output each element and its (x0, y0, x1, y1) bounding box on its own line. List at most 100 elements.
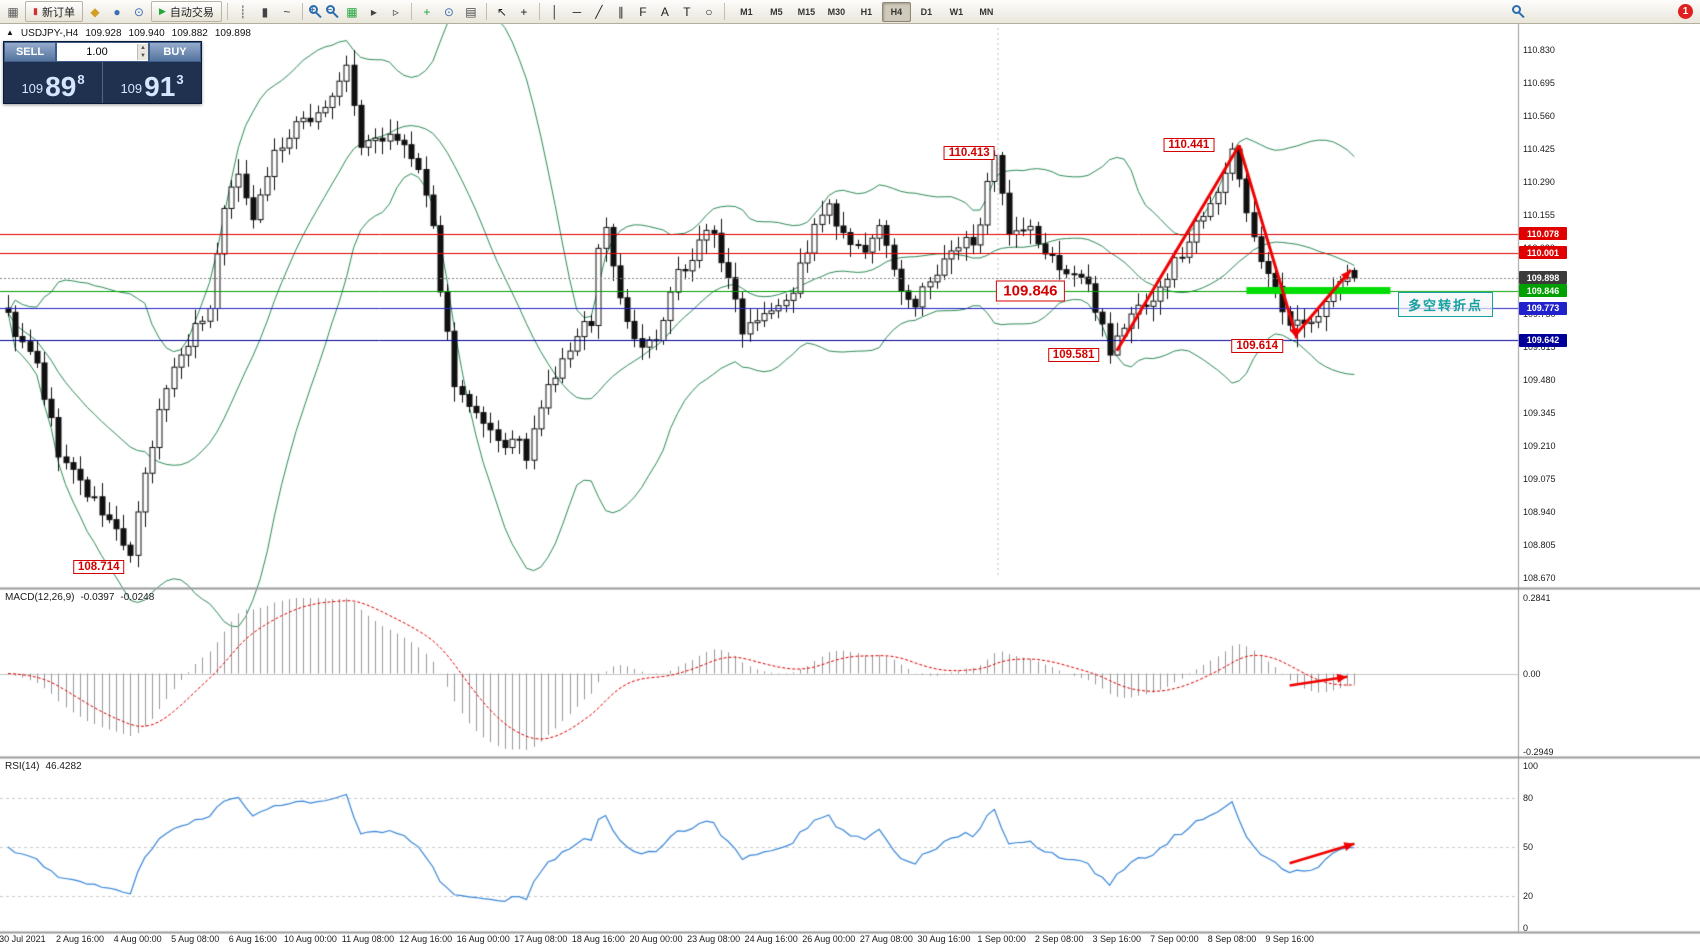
price-annotation[interactable]: 110.413 (943, 145, 995, 160)
zoom-out-icon-tail (332, 11, 339, 19)
toolbar-separator (723, 3, 725, 20)
auto-trading-button[interactable]: ▶ 自动交易 (150, 1, 222, 22)
auto-scroll-icon[interactable]: ▸ (370, 4, 377, 19)
channel-icon[interactable]: ∥ (617, 4, 624, 19)
zoom-out-icon[interactable]: − (325, 4, 340, 19)
timeframe-button-mn[interactable]: MN (979, 6, 994, 17)
volume-up-icon[interactable]: ▲ (137, 44, 148, 52)
label-icon[interactable]: T (683, 4, 691, 19)
timeframe-button-m15[interactable]: M15 (797, 6, 816, 17)
new-chart-icon[interactable]: ▦ (7, 4, 19, 19)
toolbar-separator (485, 3, 487, 20)
price-axis-label: 108.805 (1523, 540, 1556, 550)
profiles-icon[interactable]: ● (113, 4, 121, 19)
symbol-info: ▲ USDJPY-,H4 109.928 109.940 109.882 109… (6, 28, 251, 39)
history-center-icon[interactable]: ⊙ (133, 4, 144, 19)
time-axis-label: 18 Aug 16:00 (571, 934, 625, 944)
horizontal-line-icon[interactable]: ─ (572, 4, 582, 19)
rsi-axis-label: 80 (1523, 793, 1534, 804)
notification-badge[interactable]: 1 (1678, 4, 1693, 19)
price-axis-label: 109.075 (1523, 474, 1556, 484)
time-axis-label: 7 Sep 00:00 (1150, 934, 1199, 944)
time-axis-label: 2 Sep 08:00 (1034, 934, 1084, 944)
price-annotation[interactable]: 108.714 (72, 559, 125, 574)
price-axis-label: 109.615 (1523, 342, 1556, 352)
price-annotation[interactable]: 110.441 (1163, 138, 1215, 153)
toolbar-separator (538, 3, 540, 20)
price-annotation[interactable]: 109.581 (1047, 348, 1100, 363)
time-axis-label: 12 Aug 16:00 (399, 934, 453, 944)
price-annotation[interactable]: 109.614 (1231, 338, 1283, 353)
timeframe-button-m5[interactable]: M5 (770, 6, 783, 17)
price-axis-label: 110.425 (1523, 144, 1555, 154)
zoom-in-icon-ring (308, 5, 318, 14)
timeframe-toolbar: M1 M5 M15 M30 H1 H4 D1 W1 MN (732, 1, 1001, 22)
auto-trading-button-icon: ▶ (158, 6, 166, 16)
toolbar-separator (410, 3, 412, 20)
volume-field: ▲ ▼ (56, 42, 149, 62)
text-icon[interactable]: A (660, 4, 669, 19)
price-axis-label: 108.940 (1523, 507, 1556, 517)
timeframe-button-h1[interactable]: H1 (860, 6, 873, 17)
zoom-in-icon-tail (315, 11, 322, 19)
price-axis-label: 109.210 (1523, 441, 1556, 451)
diamond-icon[interactable]: ◆ (90, 4, 100, 19)
timeframe-button-m1[interactable]: M1 (740, 6, 753, 17)
ohlc-close: 109.898 (214, 28, 251, 39)
indicators-icon[interactable]: + (423, 4, 431, 19)
price-axis-label: 109.345 (1523, 408, 1556, 418)
vertical-line-icon[interactable]: │ (551, 4, 559, 19)
zoom-out-icon-ring (325, 5, 335, 14)
price-axis-label: 110.155 (1523, 210, 1555, 220)
volume-input[interactable] (57, 45, 137, 59)
main-toolbar: ▦ ▮ 新订单 ◆ ● ⊙ ▶ 自动交易 ┊ ▮ ~ + − ▦ ▸ ▹ + ⊙ ▤ ↖ + │ ─ ╱ ∥ F A T ○ M1 M5 M1… (0, 0, 1700, 24)
time-axis-label: 2 Aug 16:00 (55, 934, 105, 944)
line-chart-icon[interactable]: ~ (283, 4, 291, 19)
trendline-icon[interactable]: ╱ (595, 4, 603, 19)
price-axis-tag: 110.001 (1519, 246, 1567, 260)
price-axis-tag: 109.898 (1519, 271, 1567, 285)
new-order-button-icon: ▮ (33, 6, 38, 16)
price-axis-tag: 109.846 (1519, 284, 1567, 298)
new-order-button-label: 新订单 (41, 6, 75, 19)
price-axis-label: 109.480 (1523, 375, 1556, 385)
candlestick-chart-icon[interactable]: ▮ (261, 4, 269, 19)
turning-point-label[interactable]: 多空转折点 (1398, 292, 1494, 318)
rsi-axis-label: 50 (1523, 842, 1534, 852)
time-axis-label: 9 Sep 16:00 (1265, 934, 1314, 944)
zoom-in-icon[interactable]: + (308, 4, 323, 19)
buy-button[interactable]: BUY (149, 42, 201, 62)
time-axis-label: 23 Aug 08:00 (687, 934, 741, 944)
search-icon-ring (1512, 5, 1521, 14)
search-icon[interactable] (1511, 4, 1526, 19)
ohlc-high: 109.940 (128, 28, 165, 39)
time-axis-label: 6 Aug 16:00 (228, 934, 277, 944)
grid-icon[interactable]: ▦ (346, 4, 358, 19)
timeframe-button-h4[interactable]: H4 (881, 1, 911, 22)
sell-button[interactable]: SELL (4, 42, 56, 62)
volume-down-icon[interactable]: ▼ (137, 52, 148, 60)
symbol-name: USDJPY-,H4 (20, 28, 79, 39)
time-axis-label: 4 Aug 00:00 (113, 934, 162, 944)
timeframe-button-d1[interactable]: D1 (920, 6, 933, 17)
periods-icon[interactable]: ⊙ (443, 4, 454, 19)
time-axis-label: 17 Aug 08:00 (514, 934, 568, 944)
shapes-icon[interactable]: ○ (705, 4, 713, 19)
time-axis-label: 8 Sep 08:00 (1207, 934, 1257, 944)
price-annotation[interactable]: 109.846 (996, 280, 1065, 302)
bar-chart-icon[interactable]: ┊ (239, 4, 247, 19)
cursor-icon[interactable]: ↖ (496, 4, 507, 19)
timeframe-button-m30[interactable]: M30 (827, 6, 846, 17)
crosshair-icon[interactable]: + (520, 4, 528, 19)
auto-trading-button-label: 自动交易 (169, 6, 214, 19)
chart-shift-icon[interactable]: ▹ (392, 4, 399, 19)
fibonacci-icon[interactable]: F (639, 4, 647, 19)
templates-icon[interactable]: ▤ (465, 4, 477, 19)
time-axis-label: 5 Aug 08:00 (171, 934, 220, 944)
timeframe-button-w1[interactable]: W1 (949, 6, 964, 17)
time-axis-label: 27 Aug 08:00 (859, 934, 913, 944)
new-order-button[interactable]: ▮ 新订单 (25, 1, 83, 22)
macd-axis-label: -0.2949 (1523, 747, 1554, 757)
